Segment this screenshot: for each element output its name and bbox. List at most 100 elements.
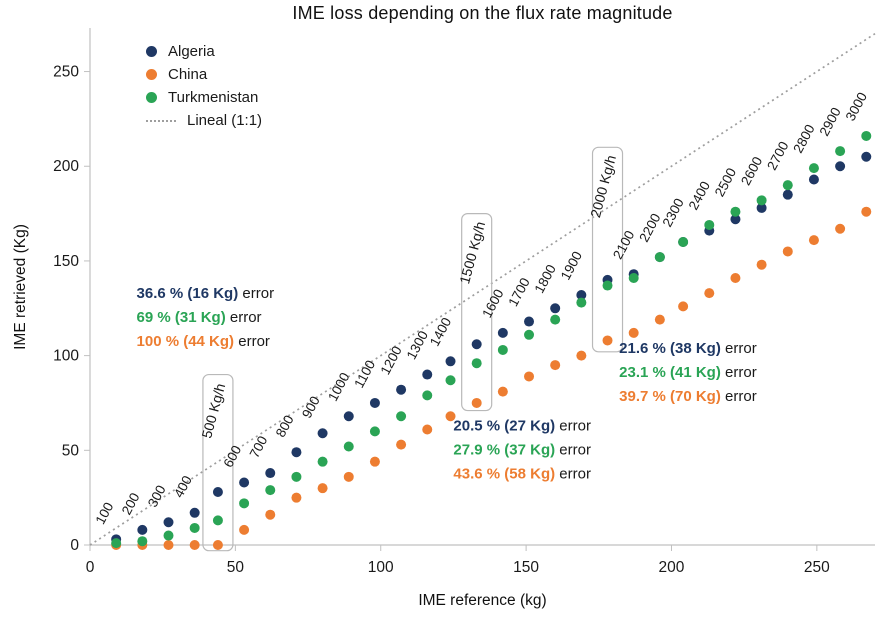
data-point-algeria — [808, 174, 819, 185]
flux-label: 2100 — [610, 228, 637, 262]
legend-item-turkmenistan: Turkmenistan — [146, 86, 262, 109]
legend-label: Turkmenistan — [168, 89, 259, 106]
error-annotation: 69 % (31 Kg) error — [137, 309, 262, 326]
error-annotation: 27.9 % (37 Kg) error — [453, 442, 591, 459]
flux-label: 1800 — [532, 262, 559, 296]
y-tick-label: 50 — [62, 442, 80, 459]
data-point-turkmenistan — [835, 146, 846, 157]
data-point-turkmenistan — [369, 426, 380, 437]
flux-label: 1900 — [558, 249, 585, 283]
data-point-algeria — [497, 327, 508, 338]
legend-item-algeria: Algeria — [146, 40, 262, 63]
flux-label: 1600 — [479, 287, 506, 321]
error-annotation: 100 % (44 Kg) error — [137, 333, 270, 350]
error-annotation: 20.5 % (27 Kg) error — [453, 418, 591, 435]
data-point-algeria — [861, 151, 872, 162]
y-tick-label: 0 — [70, 537, 79, 554]
flux-label: 2500 — [712, 166, 739, 200]
legend-dotted-line-icon — [146, 119, 176, 122]
error-annotation: 39.7 % (70 Kg) error — [619, 388, 757, 405]
y-tick-label: 150 — [53, 253, 79, 270]
flux-label: 1200 — [377, 344, 404, 378]
x-tick-label: 100 — [368, 559, 394, 576]
flux-box-label: 2000 Kg/h — [587, 153, 619, 219]
data-point-algeria — [396, 384, 407, 395]
flux-label: 1300 — [404, 328, 431, 362]
data-point-turkmenistan — [317, 456, 328, 467]
flux-label: 2700 — [764, 139, 791, 173]
data-point-turkmenistan — [111, 538, 122, 549]
data-point-turkmenistan — [471, 358, 482, 369]
data-point-algeria — [524, 316, 535, 327]
reference-line — [89, 32, 876, 546]
data-point-algeria — [212, 486, 223, 497]
error-annotation: 21.6 % (38 Kg) error — [619, 340, 757, 357]
flux-box — [591, 146, 624, 353]
data-point-turkmenistan — [422, 390, 433, 401]
flux-label: 300 — [145, 483, 169, 510]
data-point-china — [422, 424, 433, 435]
legend-dot-icon — [146, 69, 157, 80]
flux-label: 200 — [119, 490, 143, 517]
data-point-algeria — [317, 428, 328, 439]
data-point-china — [782, 246, 793, 257]
data-point-turkmenistan — [628, 272, 639, 283]
data-point-turkmenistan — [343, 441, 354, 452]
flux-label: 1700 — [505, 275, 532, 309]
flux-box — [461, 212, 493, 412]
data-point-china — [445, 411, 456, 422]
data-point-turkmenistan — [730, 206, 741, 217]
data-point-china — [497, 386, 508, 397]
data-point-china — [602, 335, 613, 346]
flux-box-label: 1500 Kg/h — [456, 220, 488, 286]
data-point-turkmenistan — [576, 297, 587, 308]
data-point-turkmenistan — [524, 329, 535, 340]
data-point-turkmenistan — [265, 485, 276, 496]
flux-label: 700 — [247, 434, 271, 461]
legend-item-lineal-1-1-: Lineal (1:1) — [146, 109, 262, 132]
data-point-china — [861, 206, 872, 217]
data-point-turkmenistan — [239, 498, 250, 509]
data-point-algeria — [369, 397, 380, 408]
error-annotation: 43.6 % (58 Kg) error — [453, 466, 591, 483]
data-point-algeria — [239, 477, 250, 488]
flux-label: 1000 — [325, 370, 352, 404]
flux-label: 2900 — [817, 105, 844, 139]
data-point-algeria — [422, 369, 433, 380]
data-point-turkmenistan — [550, 314, 561, 325]
legend-dot-icon — [146, 46, 157, 57]
data-point-turkmenistan — [678, 236, 689, 247]
data-point-algeria — [137, 524, 148, 535]
data-point-china — [265, 509, 276, 520]
data-point-turkmenistan — [756, 195, 767, 206]
legend-label: Algeria — [168, 43, 215, 60]
data-point-china — [212, 540, 223, 550]
data-point-china — [678, 301, 689, 312]
x-tick-label: 200 — [659, 559, 685, 576]
data-point-turkmenistan — [602, 280, 613, 291]
flux-label: 1100 — [351, 358, 378, 391]
data-point-turkmenistan — [808, 163, 819, 174]
data-point-china — [524, 371, 535, 382]
data-point-china — [808, 235, 819, 246]
data-point-china — [396, 439, 407, 450]
data-point-turkmenistan — [654, 252, 665, 263]
data-point-turkmenistan — [212, 515, 223, 526]
legend-label: Lineal (1:1) — [187, 112, 263, 129]
flux-box — [202, 373, 234, 552]
data-point-china — [291, 492, 302, 503]
data-point-algeria — [471, 339, 482, 350]
flux-label: 800 — [273, 413, 297, 440]
data-point-china — [730, 272, 741, 283]
data-point-turkmenistan — [163, 530, 174, 541]
data-point-turkmenistan — [291, 471, 302, 482]
data-point-china — [576, 350, 587, 361]
data-point-algeria — [576, 290, 587, 301]
flux-label: 2600 — [738, 154, 765, 188]
flux-label: 400 — [171, 473, 195, 500]
flux-label: 2200 — [636, 211, 663, 245]
data-point-turkmenistan — [396, 411, 407, 422]
data-point-china — [239, 524, 250, 535]
